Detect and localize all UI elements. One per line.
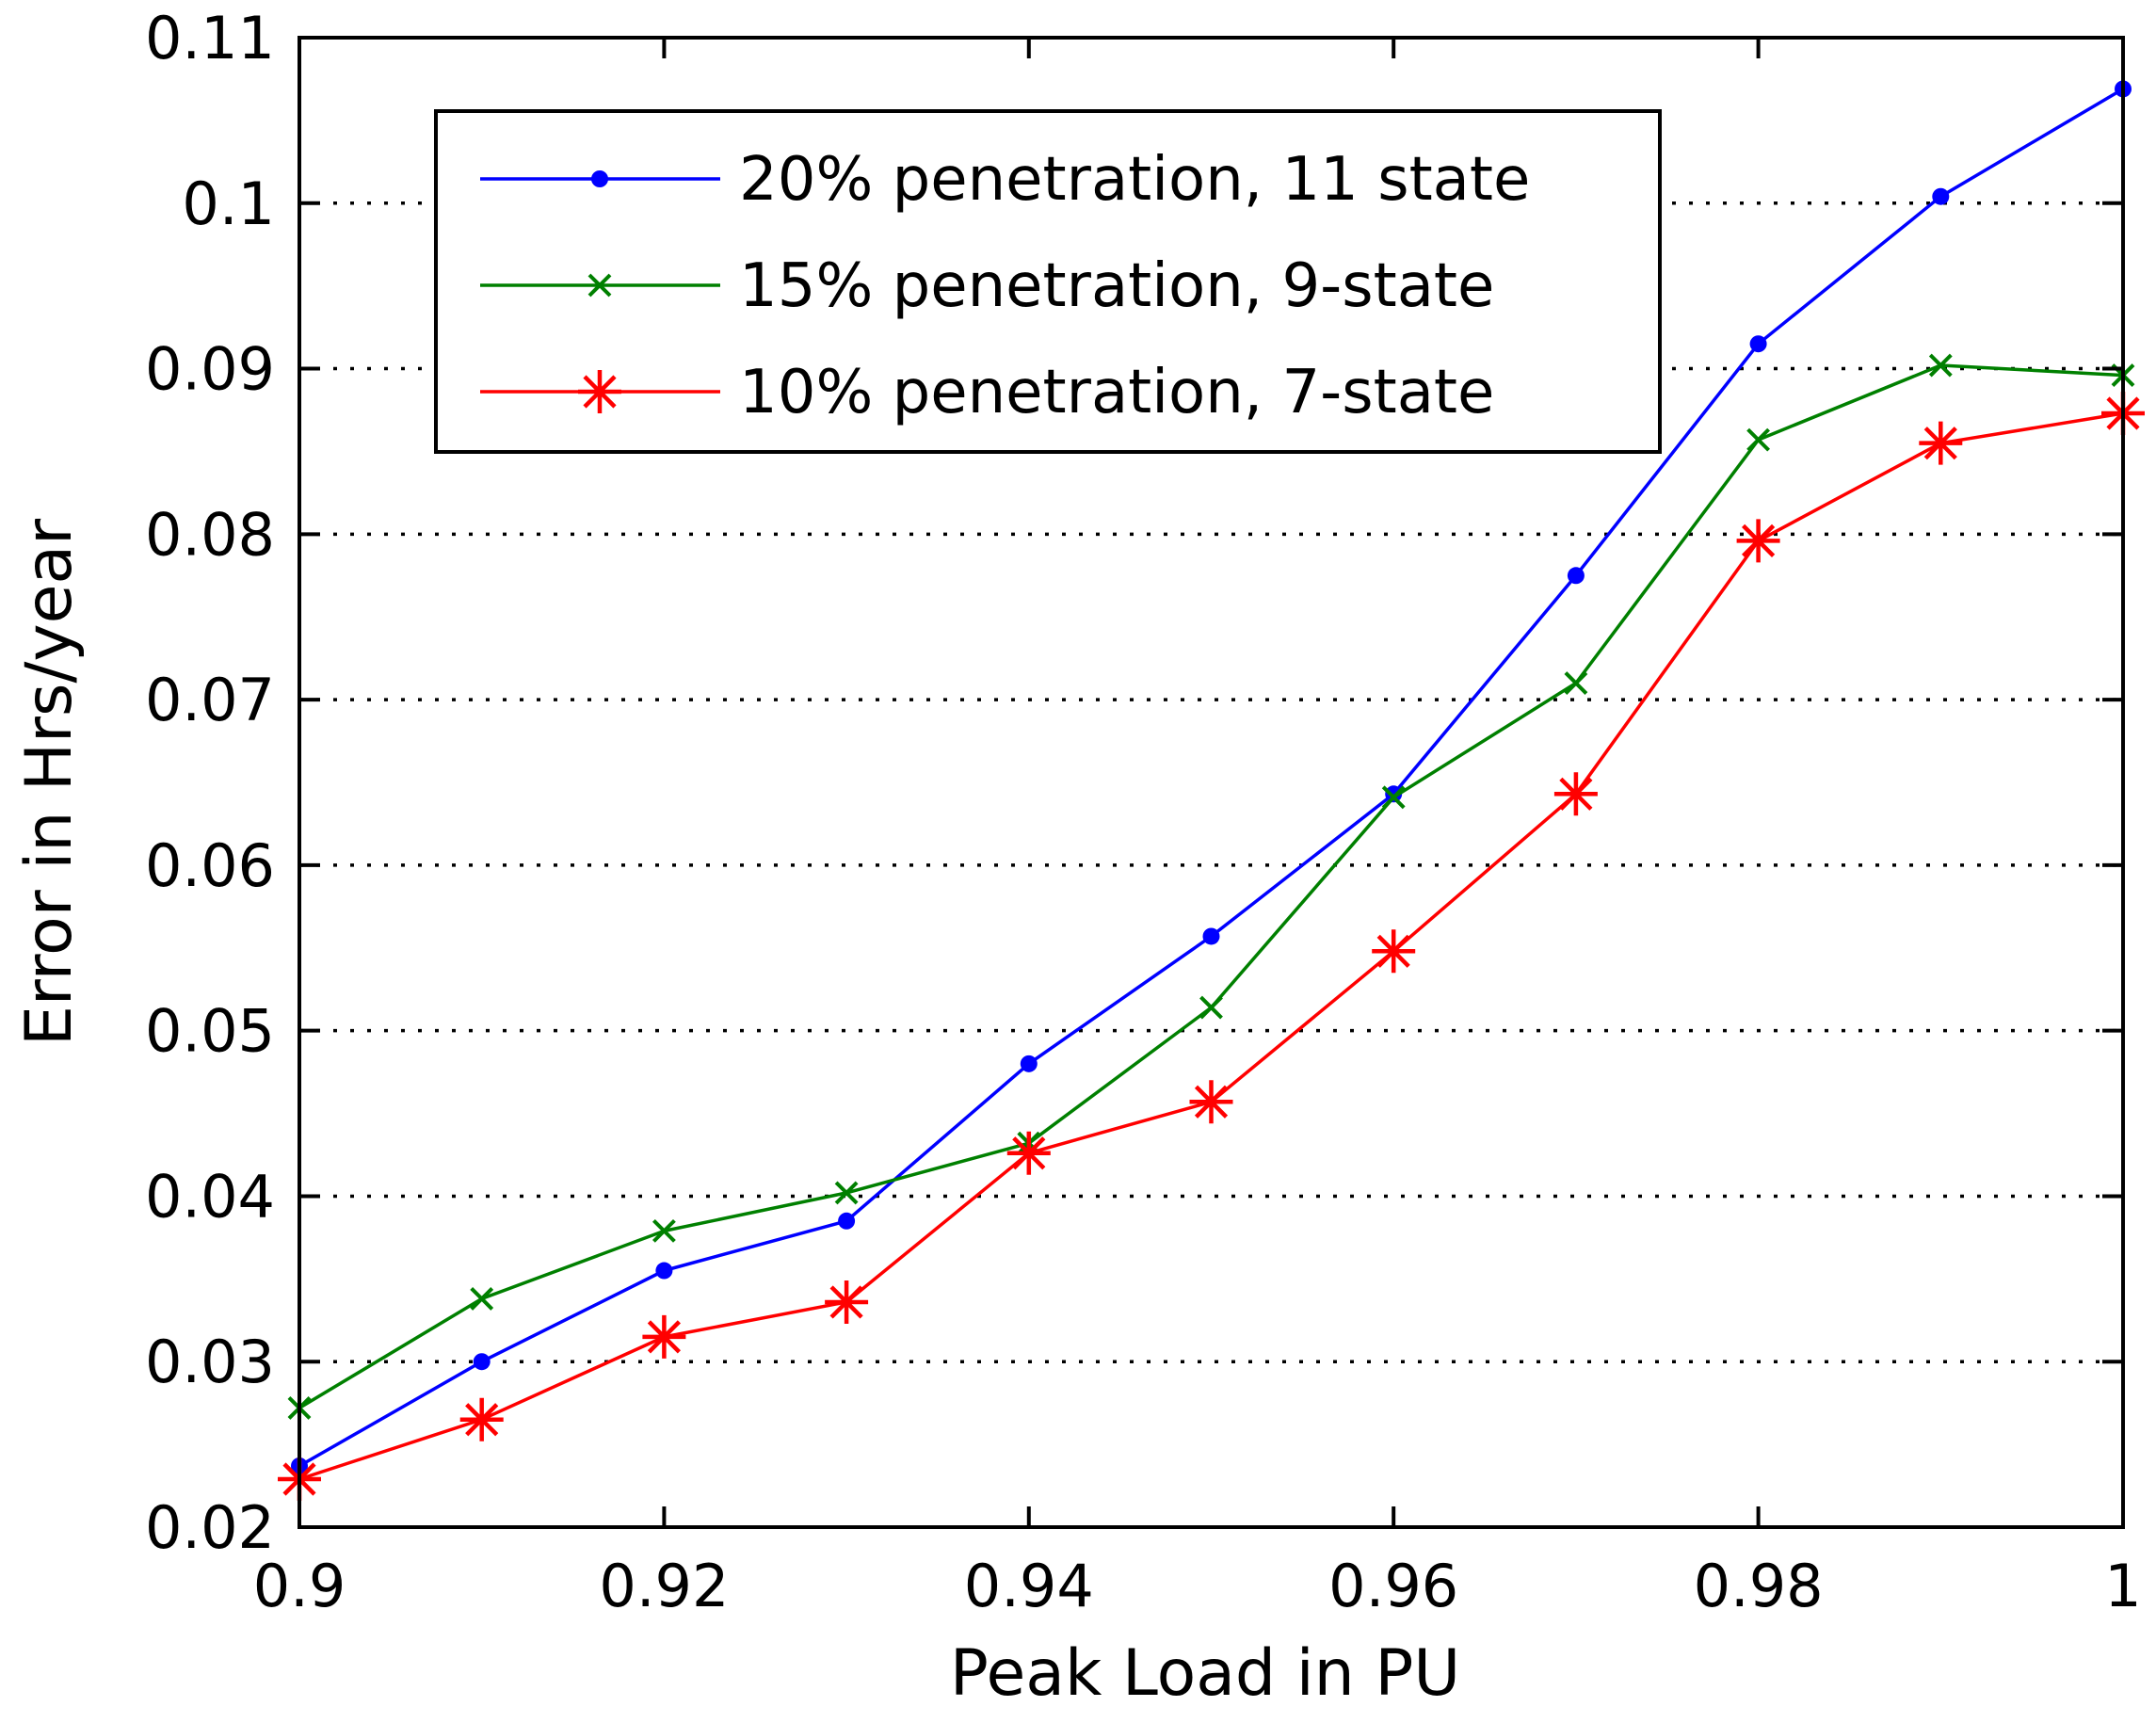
y-tick-label: 0.04	[145, 1162, 275, 1231]
data-point	[1020, 1055, 1038, 1072]
y-tick-labels: 0.02 0.03 0.04 0.05 0.06 0.07 0.08 0.09 0.1 0.11	[145, 4, 275, 1562]
data-point	[1385, 785, 1403, 803]
y-tick-label: 0.05	[145, 997, 275, 1066]
data-point	[1372, 929, 1416, 974]
data-point	[473, 1353, 491, 1371]
legend-label: 15% penetration, 9-state	[739, 251, 1494, 321]
marker-x	[470, 1287, 494, 1311]
data-point	[1564, 671, 1588, 695]
marker-star	[578, 370, 621, 413]
marker-dot	[1932, 187, 1950, 205]
marker-star	[642, 1314, 686, 1359]
marker-x	[652, 1218, 676, 1243]
data-point	[1553, 772, 1598, 816]
data-point	[1189, 1080, 1233, 1124]
marker-x	[1199, 995, 1223, 1020]
legend-label: 20% penetration, 11 state	[739, 145, 1530, 215]
y-tick-label: 0.07	[145, 666, 275, 734]
data-point	[1381, 785, 1406, 810]
data-point	[1749, 335, 1767, 353]
legend-label: 10% penetration, 7-state	[739, 358, 1494, 427]
marker-x	[1381, 785, 1406, 810]
marker-dot	[1202, 927, 1220, 945]
y-tick-label: 0.02	[145, 1493, 275, 1562]
legend-box	[434, 109, 1662, 454]
legend-entry: 10% penetration, 7-state	[480, 358, 1494, 427]
marker-star	[1736, 519, 1780, 563]
data-point	[587, 273, 612, 298]
marker-x	[587, 273, 612, 298]
marker-x	[1746, 427, 1771, 452]
data-point	[1746, 427, 1771, 452]
marker-dot	[1385, 785, 1403, 803]
marker-star	[825, 1280, 869, 1324]
data-point	[655, 1262, 673, 1280]
data-point	[825, 1280, 869, 1324]
marker-x	[1928, 353, 1953, 378]
legend-entry: 20% penetration, 11 state	[480, 145, 1530, 215]
marker-star	[1372, 929, 1416, 974]
x-axis-title: Peak Load in PU	[950, 1636, 1460, 1711]
data-point	[1006, 1131, 1051, 1175]
data-point	[578, 370, 621, 413]
marker-dot	[838, 1212, 856, 1230]
x-tick-labels: 0.9 0.92 0.94 0.96 0.98 1	[253, 1552, 2142, 1620]
data-point	[1199, 995, 1223, 1020]
data-point	[1736, 519, 1780, 563]
series-1	[291, 80, 2132, 1474]
data-point	[1928, 353, 1953, 378]
marker-dot	[473, 1353, 491, 1371]
x-tick-label: 0.98	[1694, 1552, 1824, 1620]
data-point	[838, 1212, 856, 1230]
marker-star	[1919, 421, 1963, 465]
marker-dot	[655, 1262, 673, 1280]
data-point	[1932, 187, 1950, 205]
x-tick-label: 1	[2104, 1552, 2141, 1620]
marker-star	[459, 1397, 504, 1441]
data-point	[470, 1287, 494, 1311]
y-tick-label: 0.1	[182, 169, 275, 238]
tick-marks	[298, 36, 2125, 1529]
data-point	[1202, 927, 1220, 945]
plot-frame	[298, 36, 2125, 1529]
marker-star	[1006, 1131, 1051, 1175]
legend-entry: 15% penetration, 9-state	[480, 251, 1494, 321]
x-tick-label: 0.92	[599, 1552, 729, 1620]
x-tick-label: 0.96	[1328, 1552, 1458, 1620]
x-tick-label: 0.9	[253, 1552, 346, 1620]
y-tick-label: 0.08	[145, 500, 275, 569]
legend: 20% penetration, 11 state 15% penetration…	[434, 109, 1662, 454]
data-point	[642, 1314, 686, 1359]
marker-dot	[591, 170, 608, 187]
data-point	[591, 170, 608, 187]
y-tick-label: 0.11	[145, 4, 275, 72]
marker-dot	[1749, 335, 1767, 353]
y-tick-label: 0.03	[145, 1328, 275, 1396]
marker-dot	[1567, 567, 1585, 585]
data-point	[652, 1218, 676, 1243]
marker-x	[1564, 671, 1588, 695]
marker-star	[1189, 1080, 1233, 1124]
y-axis-title: Error in Hrs/year	[12, 519, 87, 1046]
data-point	[1919, 421, 1963, 465]
data-point	[834, 1181, 859, 1205]
y-tick-label: 0.09	[145, 335, 275, 404]
marker-dot	[1020, 1055, 1038, 1072]
marker-x	[834, 1181, 859, 1205]
y-tick-label: 0.06	[145, 831, 275, 900]
x-tick-label: 0.94	[964, 1552, 1094, 1620]
data-point	[459, 1397, 504, 1441]
data-point	[1567, 567, 1585, 585]
marker-star	[1553, 772, 1598, 816]
